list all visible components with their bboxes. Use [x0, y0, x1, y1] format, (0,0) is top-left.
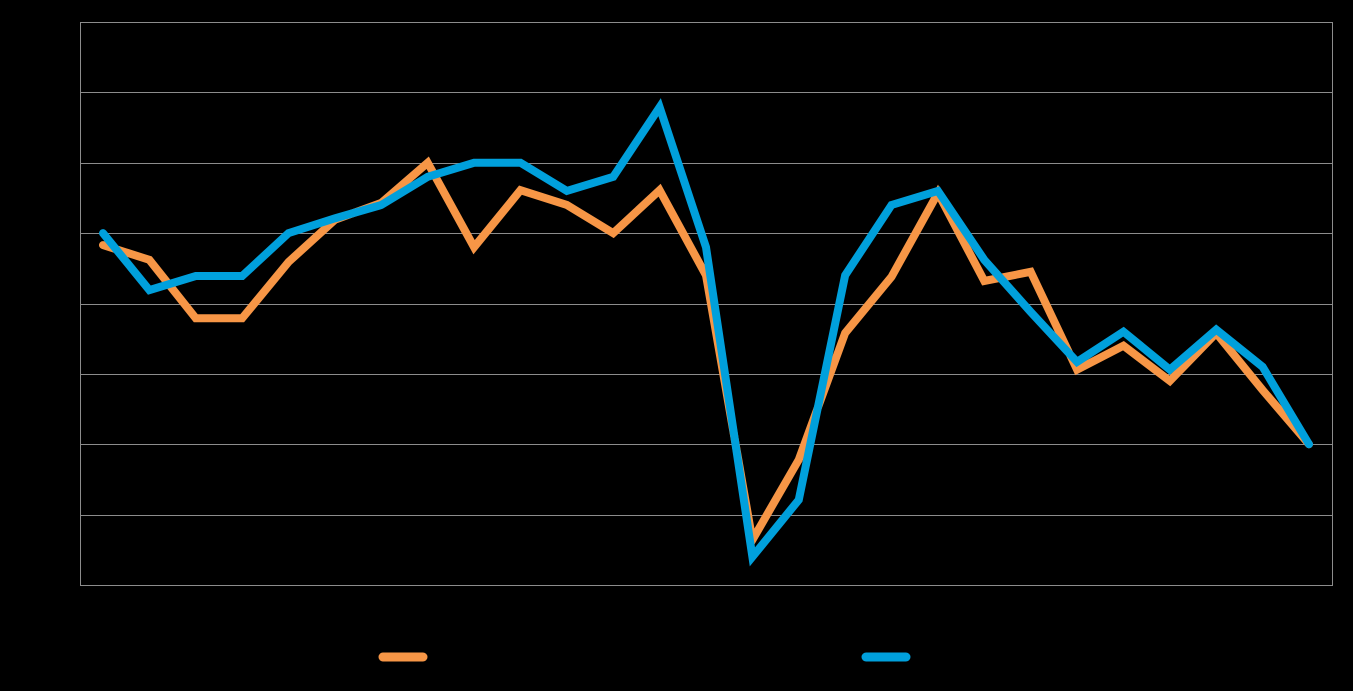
series-line	[99, 156, 1313, 552]
series-line	[99, 98, 1313, 567]
